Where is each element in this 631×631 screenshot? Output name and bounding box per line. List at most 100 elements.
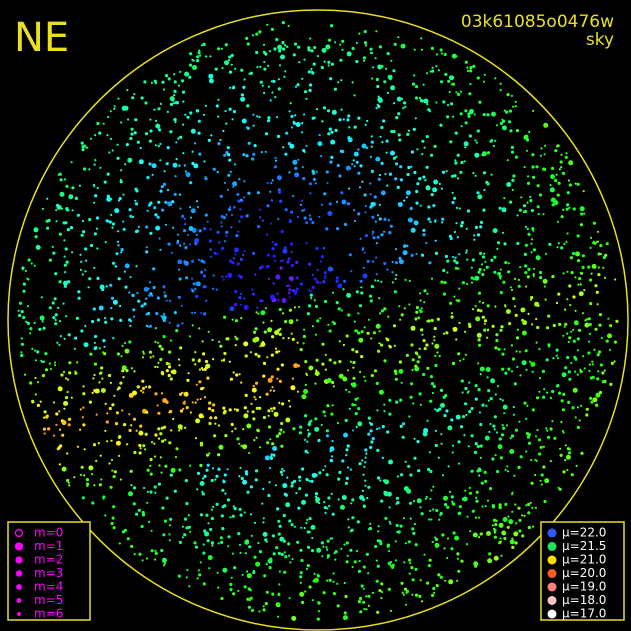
star [484,260,487,263]
star [391,271,394,274]
star [108,151,111,154]
star [506,93,510,97]
star [149,118,152,121]
star [31,347,34,350]
star [361,489,365,492]
star [208,421,212,426]
star [224,60,229,66]
star [521,360,527,366]
star [173,73,176,76]
star [364,484,367,487]
star [581,265,585,269]
star [461,281,465,285]
star [527,312,530,315]
star [346,118,350,122]
star [579,271,584,275]
star [340,309,343,312]
star [566,298,569,301]
star [515,336,520,340]
star [449,301,453,305]
star [325,44,331,50]
star [156,365,159,369]
star [156,404,159,407]
star [212,505,215,508]
star [229,259,233,263]
star [473,234,476,237]
star [195,281,201,287]
star [83,474,86,477]
star [121,344,124,348]
star [105,285,108,288]
star [132,486,137,490]
star [175,101,179,105]
star [456,552,460,556]
star [444,72,448,76]
star [156,215,160,219]
star [399,424,403,428]
star [229,206,232,209]
star [517,278,520,281]
star [64,377,68,380]
star [491,457,495,461]
star [294,172,300,178]
star [258,610,261,613]
star [299,348,303,352]
star [477,467,481,471]
star [162,88,166,91]
star [453,230,456,234]
star [509,449,515,454]
star [459,112,463,116]
star [449,140,453,144]
star [474,442,478,446]
star [518,518,522,523]
star [414,543,418,547]
star [291,337,295,341]
star [409,517,412,520]
star [246,573,252,579]
star [328,358,332,362]
star [284,555,288,559]
star [297,215,300,218]
star [415,252,418,256]
star [115,411,119,415]
star [266,233,269,236]
star [73,347,76,350]
star [36,403,41,407]
star [320,255,324,259]
star [261,299,264,302]
star [602,255,607,260]
star [314,182,317,185]
star [573,320,579,326]
star [301,166,304,169]
star [430,489,433,492]
star [19,301,23,305]
star [238,178,241,181]
star [538,390,541,393]
star [51,301,55,305]
star [410,382,414,386]
star [413,456,417,460]
star [470,266,473,269]
star [597,273,601,277]
star [565,454,571,460]
star [265,392,269,396]
star [171,98,175,102]
star [290,523,294,527]
star [410,165,413,168]
star [196,471,201,475]
star [419,309,423,314]
star [248,606,251,609]
star [575,251,580,257]
star [518,420,521,423]
star [251,410,255,414]
star [26,305,30,308]
star [354,329,358,333]
star [331,320,334,323]
star [501,207,507,213]
star [501,367,505,371]
star [591,360,594,363]
star [548,345,551,348]
star [423,98,429,104]
star [258,115,261,119]
star [239,466,242,469]
